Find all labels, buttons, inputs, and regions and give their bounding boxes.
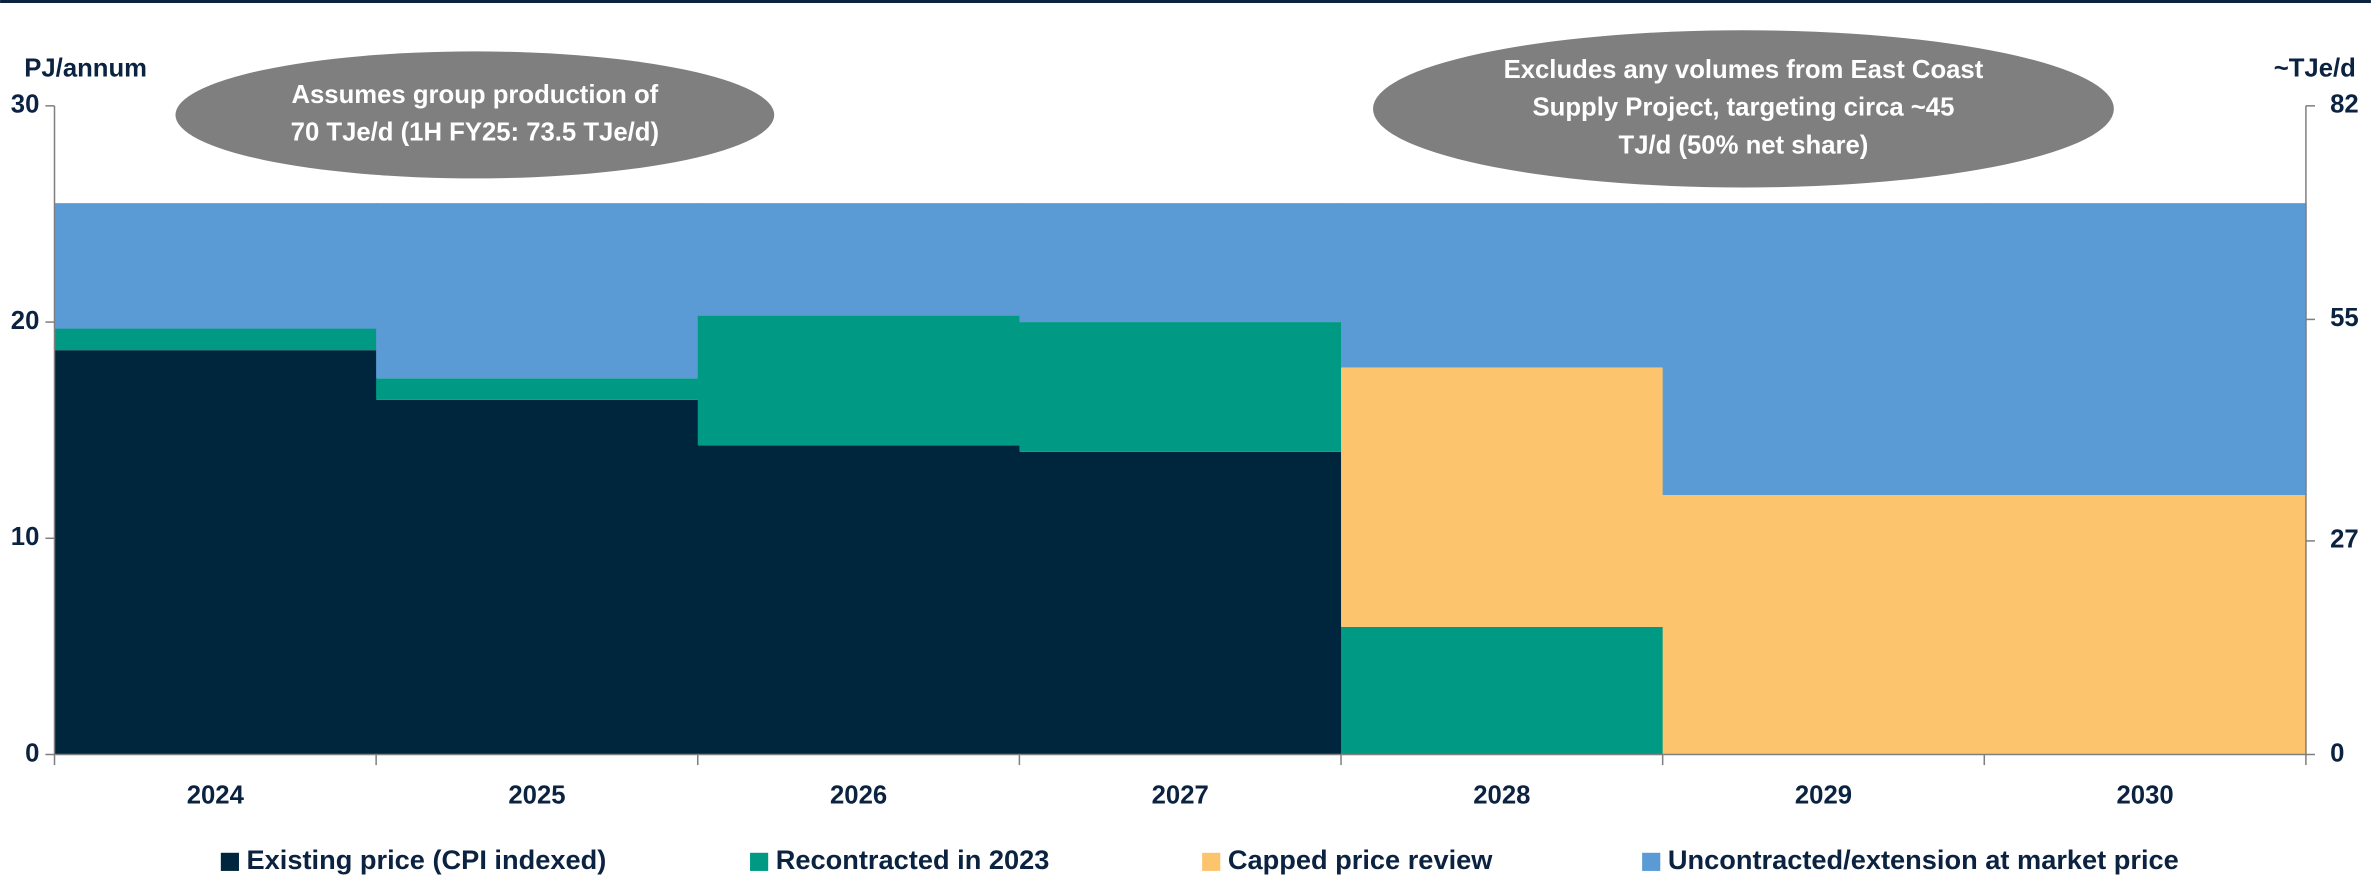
- x-tick-label: 2024: [187, 782, 245, 810]
- y-tick-label: 0: [25, 739, 39, 767]
- y2-tick-label: 0: [2330, 739, 2344, 767]
- annotation-bubble: [1372, 30, 2114, 188]
- x-tick-label: 2030: [2117, 782, 2174, 810]
- annotation-text: Supply Project, targeting circa ~45: [1533, 94, 1955, 122]
- legend-label: Capped price review: [1228, 844, 1493, 875]
- x-tick-label: 2027: [1152, 782, 1209, 810]
- annotation-text: Excludes any volumes from East Coast: [1504, 56, 1984, 84]
- bar-segment: [697, 445, 1021, 755]
- legend-swatch: [750, 852, 769, 871]
- legend-label: Recontracted in 2023: [776, 844, 1050, 875]
- y2-tick-label: 55: [2330, 304, 2359, 332]
- y2-tick-label: 27: [2330, 526, 2359, 554]
- bar-segment: [1341, 626, 1664, 755]
- x-tick-label: 2026: [830, 782, 887, 810]
- bar-segment: [376, 399, 699, 755]
- bar-segment: [1341, 367, 1664, 627]
- annotation-bubble: [175, 51, 775, 179]
- y-tick-label: 20: [11, 307, 40, 335]
- x-tick-label: 2029: [1795, 782, 1852, 810]
- legend-label: Existing price (CPI indexed): [247, 844, 607, 875]
- bar-segment: [1984, 203, 2307, 496]
- y-tick-label: 30: [11, 91, 40, 119]
- legend-swatch: [220, 852, 239, 871]
- bar-segment: [1019, 322, 1342, 452]
- bar-segment: [54, 328, 377, 351]
- annotation-text: TJ/d (50% net share): [1619, 131, 1869, 159]
- y-tick-label: 10: [11, 523, 40, 551]
- bar-segment: [376, 378, 699, 400]
- annotation-text: Assumes group production of: [291, 81, 658, 109]
- bar-segment: [697, 315, 1021, 446]
- bar-segment: [1662, 203, 1986, 496]
- bar-segment: [1662, 495, 1986, 755]
- legend-label: Uncontracted/extension at market price: [1668, 844, 2179, 875]
- bar-segment: [376, 203, 699, 379]
- legend-swatch: [1642, 852, 1661, 871]
- bar-segment: [697, 203, 1021, 316]
- x-tick-label: 2025: [508, 782, 565, 810]
- y-axis-label: PJ/annum: [24, 54, 147, 82]
- y2-axis-label: ~TJe/d: [2274, 54, 2356, 82]
- x-tick-label: 2028: [1473, 782, 1530, 810]
- legend-swatch: [1202, 852, 1221, 871]
- bar-segment: [1019, 451, 1342, 755]
- bar-segment: [1019, 203, 1342, 323]
- bar-segment: [54, 203, 377, 329]
- bar-segment: [1341, 203, 1664, 368]
- bar-segment: [1984, 495, 2307, 755]
- annotation-text: 70 TJe/d (1H FY25: 73.5 TJe/d): [291, 119, 659, 147]
- y2-tick-label: 82: [2330, 91, 2359, 119]
- bar-segment: [54, 350, 377, 755]
